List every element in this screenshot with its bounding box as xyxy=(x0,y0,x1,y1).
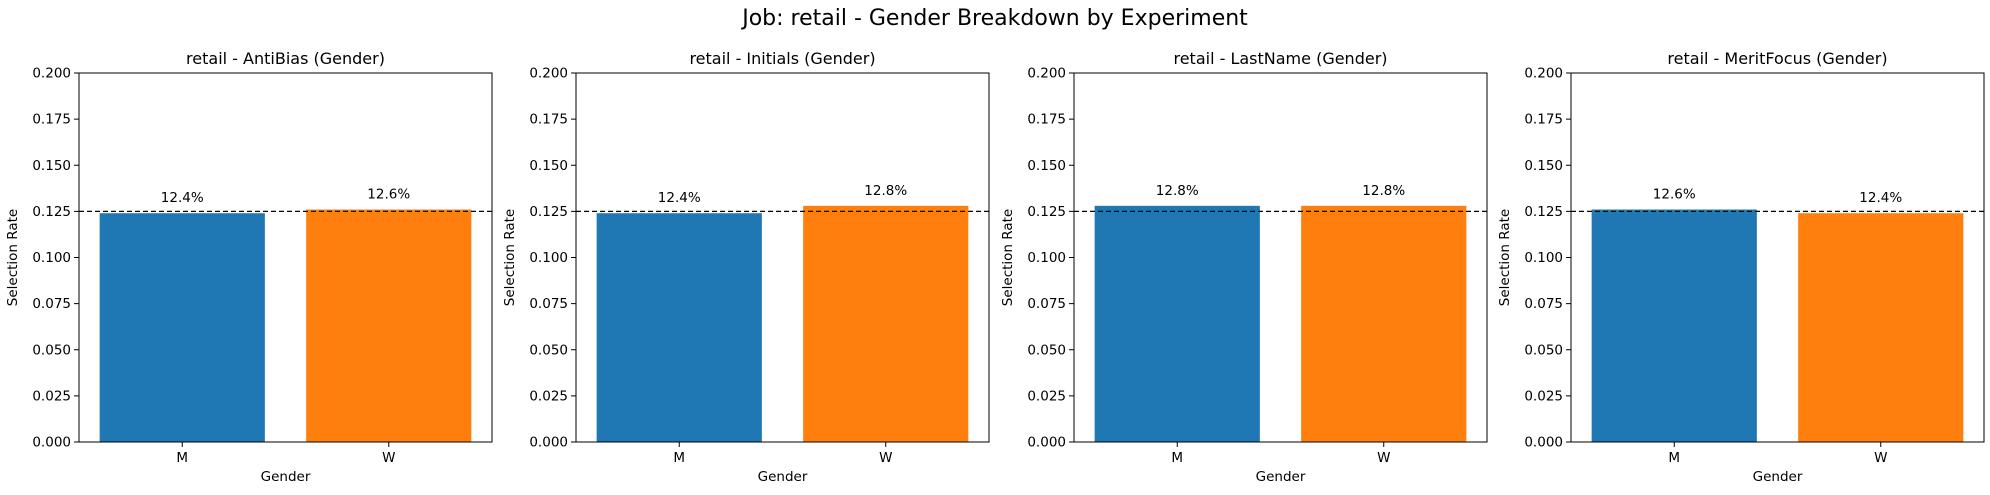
x-tick-label: M xyxy=(176,450,188,466)
y-tick-label: 0.200 xyxy=(1524,66,1563,82)
y-tick-label: 0.150 xyxy=(1524,158,1563,174)
data-label: 12.8% xyxy=(1156,183,1199,199)
y-tick-label: 0.100 xyxy=(32,250,71,266)
subplot-3: 12.8% M 12.8% W 0.000 0.025 0.050 0.075 0.100 0.1… xyxy=(1000,49,1488,485)
y-tick-label: 0.200 xyxy=(529,66,568,82)
bar-w xyxy=(1301,205,1467,442)
y-tick-label: 0.050 xyxy=(32,342,71,358)
axes-frame xyxy=(1073,72,1488,443)
y-tick-label: 0.000 xyxy=(32,435,71,451)
y-tick-label: 0.000 xyxy=(1027,435,1066,451)
data-label: 12.4% xyxy=(658,190,701,206)
y-axis-label: Selection Rate xyxy=(5,209,21,306)
x-tick-label: W xyxy=(879,450,892,466)
x-tick-label: W xyxy=(1377,450,1390,466)
subplot-title: retail - LastName (Gender) xyxy=(1173,49,1387,68)
data-label: 12.8% xyxy=(1362,183,1405,199)
bar-w xyxy=(306,209,472,442)
x-axis-label: Gender xyxy=(261,469,311,485)
y-tick-label: 0.125 xyxy=(32,204,71,220)
y-tick-label: 0.175 xyxy=(529,112,568,128)
y-tick-label: 0.025 xyxy=(32,388,71,404)
y-tick-label: 0.200 xyxy=(32,66,71,82)
y-tick-label: 0.075 xyxy=(32,296,71,312)
y-tick-label: 0.100 xyxy=(529,250,568,266)
y-tick-label: 0.100 xyxy=(1524,250,1563,266)
y-tick-label: 0.050 xyxy=(1027,342,1066,358)
x-tick-label: M xyxy=(1668,450,1680,466)
bar-w xyxy=(1798,213,1964,442)
y-tick-label: 0.000 xyxy=(529,435,568,451)
y-tick-label: 0.050 xyxy=(1524,342,1563,358)
y-tick-label: 0.000 xyxy=(1524,435,1563,451)
y-tick-label: 0.025 xyxy=(1524,388,1563,404)
data-label: 12.6% xyxy=(1653,187,1696,203)
bar-m xyxy=(1094,205,1260,442)
subplot-title: retail - AntiBias (Gender) xyxy=(186,49,385,68)
bar-m xyxy=(596,213,762,442)
y-tick-label: 0.075 xyxy=(529,296,568,312)
data-label: 12.4% xyxy=(161,190,204,206)
y-tick-label: 0.075 xyxy=(1027,296,1066,312)
subplot-2: 12.4% M 12.8% W 0.000 0.025 0.050 0.075 0.100 0.1… xyxy=(502,49,990,485)
y-tick-label: 0.200 xyxy=(1027,66,1066,82)
y-tick-label: 0.175 xyxy=(1524,112,1563,128)
y-tick-label: 0.150 xyxy=(1027,158,1066,174)
data-label: 12.4% xyxy=(1859,190,1902,206)
x-tick-label: W xyxy=(382,450,395,466)
y-tick-label: 0.050 xyxy=(529,342,568,358)
y-tick-label: 0.175 xyxy=(1027,112,1066,128)
y-tick-label: 0.075 xyxy=(1524,296,1563,312)
subplot-4: 12.6% M 12.4% W 0.000 0.025 0.050 0.075 0.100 0.1… xyxy=(1497,49,1985,485)
subplot-1: 12.4% M 12.6% W 0.000 0.025 0.050 0.075 0.100 0.1… xyxy=(5,49,493,485)
x-tick-label: W xyxy=(1874,450,1887,466)
y-tick-label: 0.025 xyxy=(529,388,568,404)
y-axis-label: Selection Rate xyxy=(1497,209,1513,306)
y-tick-label: 0.150 xyxy=(32,158,71,174)
axes-frame xyxy=(575,72,990,443)
y-tick-label: 0.100 xyxy=(1027,250,1066,266)
x-tick-label: M xyxy=(673,450,685,466)
x-tick-label: M xyxy=(1171,450,1183,466)
data-label: 12.8% xyxy=(864,183,907,199)
y-tick-label: 0.125 xyxy=(1027,204,1066,220)
x-axis-label: Gender xyxy=(1753,469,1803,485)
y-tick-label: 0.025 xyxy=(1027,388,1066,404)
y-axis-label: Selection Rate xyxy=(1000,209,1016,306)
bar-m xyxy=(99,213,265,442)
bar-m xyxy=(1591,209,1757,442)
y-tick-label: 0.150 xyxy=(529,158,568,174)
subplot-title: retail - MeritFocus (Gender) xyxy=(1667,49,1887,68)
y-tick-label: 0.125 xyxy=(1524,204,1563,220)
x-axis-label: Gender xyxy=(1256,469,1306,485)
axes-frame xyxy=(1570,72,1985,443)
subplot-title: retail - Initials (Gender) xyxy=(689,49,875,68)
data-label: 12.6% xyxy=(367,187,410,203)
x-axis-label: Gender xyxy=(758,469,808,485)
axes-frame xyxy=(78,72,493,443)
y-tick-label: 0.125 xyxy=(529,204,568,220)
y-tick-label: 0.175 xyxy=(32,112,71,128)
figure-title: Job: retail - Gender Breakdown by Experi… xyxy=(742,6,1248,31)
bar-w xyxy=(803,205,969,442)
y-axis-label: Selection Rate xyxy=(502,209,518,306)
